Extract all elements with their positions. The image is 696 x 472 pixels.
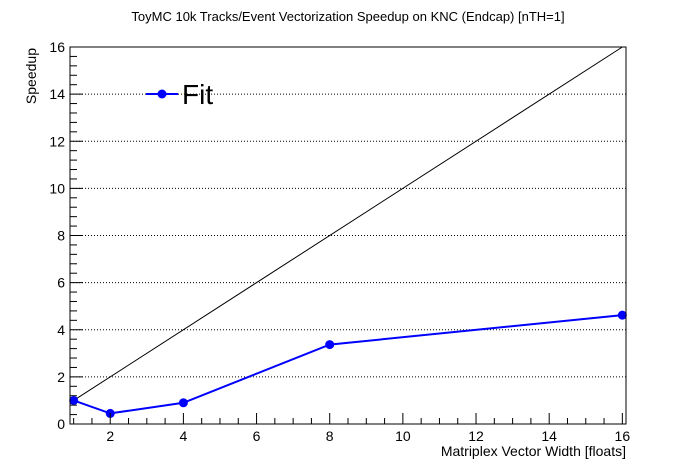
x-tick-label: 8 — [326, 428, 334, 444]
chart-background — [0, 0, 696, 472]
y-tick-label: 14 — [49, 86, 65, 102]
data-point — [618, 311, 627, 320]
x-tick-label: 16 — [615, 428, 631, 444]
y-tick-label: 16 — [49, 39, 65, 55]
x-tick-label: 14 — [541, 428, 557, 444]
y-tick-label: 6 — [57, 275, 65, 291]
y-axis-label: Speedup — [23, 48, 39, 104]
data-point — [179, 398, 188, 407]
chart-title: ToyMC 10k Tracks/Event Vectorization Spe… — [131, 9, 564, 24]
y-tick-label: 0 — [57, 416, 65, 432]
y-tick-label: 4 — [57, 322, 65, 338]
x-tick-label: 2 — [106, 428, 114, 444]
legend-swatch-marker — [158, 90, 167, 99]
x-tick-label: 12 — [468, 428, 484, 444]
x-tick-label: 6 — [253, 428, 261, 444]
data-point — [69, 396, 78, 405]
x-axis-label: Matriplex Vector Width [floats] — [441, 443, 626, 459]
y-tick-label: 8 — [57, 228, 65, 244]
legend-label: Fit — [182, 79, 213, 110]
data-point — [325, 340, 334, 349]
y-tick-label: 2 — [57, 369, 65, 385]
y-tick-label: 12 — [49, 133, 65, 149]
x-tick-label: 10 — [395, 428, 411, 444]
chart: ToyMC 10k Tracks/Event Vectorization Spe… — [0, 0, 696, 472]
y-tick-label: 10 — [49, 180, 65, 196]
x-tick-label: 4 — [179, 428, 187, 444]
